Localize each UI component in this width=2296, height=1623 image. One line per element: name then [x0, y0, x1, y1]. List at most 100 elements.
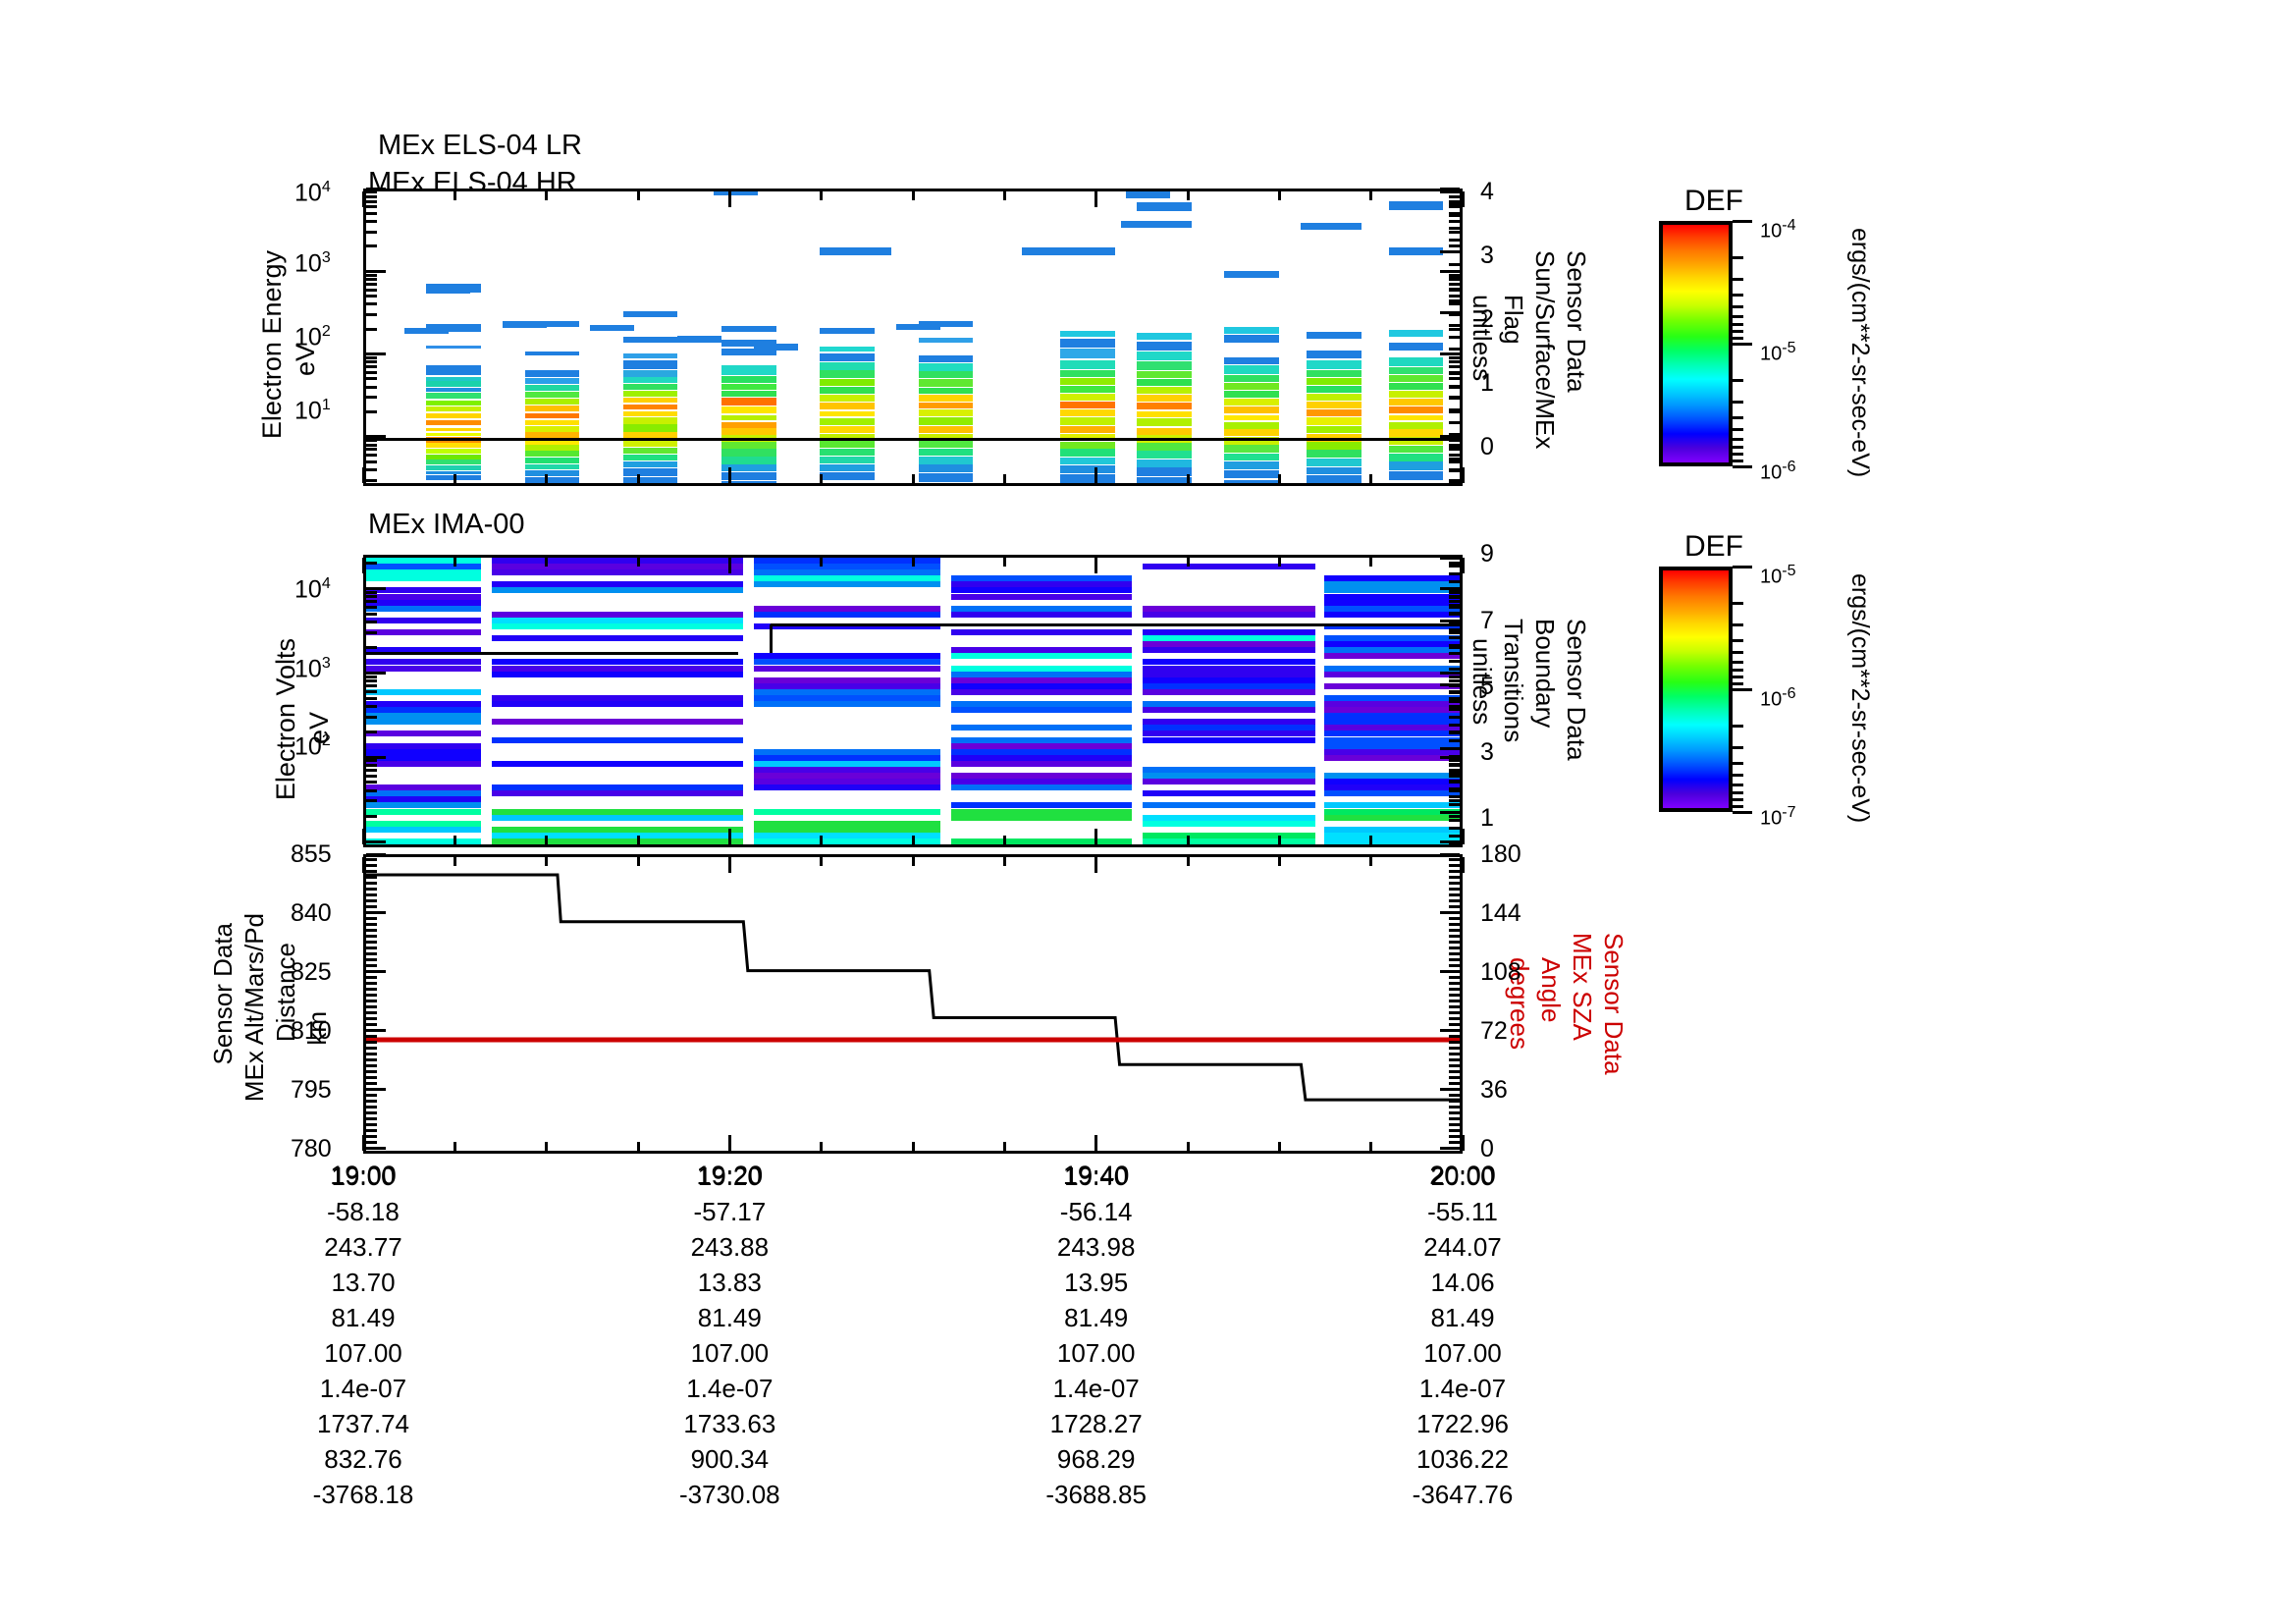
ima-stripe [754, 773, 940, 780]
panel3-ytick-795: 795 [291, 1076, 332, 1104]
ima-stripe [1142, 701, 1315, 708]
ima-stripe [366, 707, 481, 714]
spectrogram-stripe [721, 457, 776, 464]
spectrogram-stripe [1224, 270, 1280, 279]
panel3-plot-area[interactable] [363, 854, 1463, 1154]
data-table-cell: 1.4e-07 [686, 1374, 774, 1403]
panel2-plot-area[interactable] [363, 555, 1463, 847]
spectrogram-stripe [1060, 401, 1116, 408]
ima-stripe [950, 701, 1132, 708]
spectrogram-stripe [426, 400, 481, 406]
data-table-cell: -3730.08 [679, 1480, 780, 1509]
panel2-ytick-1e3: 103 [294, 655, 331, 683]
ima-stripe [950, 784, 1132, 791]
ima-stripe [366, 742, 481, 749]
spectrogram-stripe [1224, 356, 1280, 364]
spectrogram-stripe [622, 454, 678, 461]
spectrogram-stripe [1137, 395, 1193, 402]
colorbar-tick [1733, 427, 1743, 431]
spectrogram-stripe [1388, 414, 1444, 421]
spectrogram-stripe [622, 432, 678, 440]
panel1-ytick-1e1: 101 [294, 397, 331, 425]
ima-stripe [1142, 682, 1315, 689]
spectrogram-block [1137, 191, 1193, 483]
ima-stripe [366, 826, 481, 833]
spectrogram-stripe [1137, 202, 1193, 211]
ima-stripe [754, 622, 940, 629]
spectrogram-stripe [721, 384, 776, 391]
spectrogram-stripe [1137, 370, 1193, 378]
data-table-cell: 1737.74 [317, 1409, 409, 1438]
spectrogram-stripe [820, 471, 875, 480]
ima-stripe [1323, 581, 1460, 588]
panel2-rytick-1: 1 [1480, 804, 1494, 832]
colorbar-tick [1733, 791, 1743, 795]
data-table-cell: 107.00 [1423, 1338, 1502, 1368]
spectrogram-stripe [426, 470, 481, 475]
ima-stripe [1142, 736, 1315, 743]
spectrogram-stripe [1060, 417, 1116, 426]
data-table-row: PdLat (deg)-58.18-57.17-56.14-55.11 [0, 1194, 1571, 1229]
ima-stripe [492, 665, 744, 672]
ima-stripe [366, 713, 481, 720]
ima-stripe [950, 587, 1132, 594]
ima-stripe [950, 742, 1132, 749]
spectrogram-stripe [426, 460, 481, 465]
ima-stripe [754, 665, 940, 672]
spectrogram-stripe [622, 447, 678, 455]
spectrogram-block [820, 191, 875, 483]
spectrogram-mark [590, 324, 634, 332]
data-table-cell: 19:00 [331, 1162, 396, 1191]
spectrogram-stripe [1060, 247, 1116, 255]
spectrogram-stripe [918, 441, 974, 449]
ima-stripe [754, 784, 940, 791]
ima-stripe [1323, 808, 1460, 815]
ima-stripe [950, 575, 1132, 582]
spectrogram-stripe [1307, 401, 1362, 408]
ima-stripe [1142, 838, 1315, 844]
ima-stripe [1323, 707, 1460, 714]
panel1-plot-area[interactable] [363, 189, 1463, 486]
colorbar1-tick-max: 10-4 [1760, 217, 1796, 243]
spectrogram-stripe [1307, 350, 1362, 359]
spectrogram-stripe [426, 475, 481, 480]
spectrogram-stripe [1060, 377, 1116, 386]
ima-stripe [492, 719, 744, 726]
spectrogram-stripe [426, 284, 481, 293]
time-axis-label: 19:20 [696, 1161, 764, 1190]
colorbar-tick [1733, 681, 1743, 685]
spectrogram-stripe [1060, 426, 1116, 434]
spectrogram-stripe [1388, 406, 1444, 413]
spectrogram-stripe [1307, 332, 1362, 340]
data-table-cell: 1728.27 [1049, 1409, 1143, 1438]
spectrogram-stripe [918, 321, 974, 328]
spectrogram-stripe [1388, 437, 1444, 446]
panel3-rytick-36: 36 [1480, 1076, 1508, 1104]
ima-stripe [492, 569, 744, 576]
data-table-cell: 1036.22 [1416, 1444, 1509, 1474]
spectrogram-stripe [918, 362, 974, 371]
spectrogram-stripe [820, 370, 875, 378]
spectrogram-stripe [524, 451, 580, 458]
panel3-lines [366, 873, 1460, 1102]
spectrogram-stripe [721, 349, 776, 355]
spectrogram-stripe [524, 369, 580, 377]
spectrogram-stripe [918, 456, 974, 464]
panel3-rytick-144: 144 [1480, 899, 1522, 927]
spectrogram-stripe [426, 364, 481, 376]
spectrogram-stripe [524, 458, 580, 463]
ima-stripe [1142, 730, 1315, 737]
spectrogram-stripe [1137, 443, 1193, 451]
panel2-rytick-7: 7 [1480, 607, 1494, 634]
ima-stripe [754, 581, 940, 588]
colorbar2-tick-max: 10-5 [1760, 563, 1796, 588]
ima-stripe [1142, 832, 1315, 839]
spectrogram-stripe [1060, 474, 1116, 483]
data-table-cell: 19:40 [1064, 1162, 1129, 1191]
ima-stripe [1323, 802, 1460, 809]
ima-stripe [492, 760, 744, 767]
spectrogram-stripe [524, 463, 580, 469]
spectrogram-stripe [1137, 378, 1193, 386]
spectrogram-stripe [1224, 469, 1280, 479]
